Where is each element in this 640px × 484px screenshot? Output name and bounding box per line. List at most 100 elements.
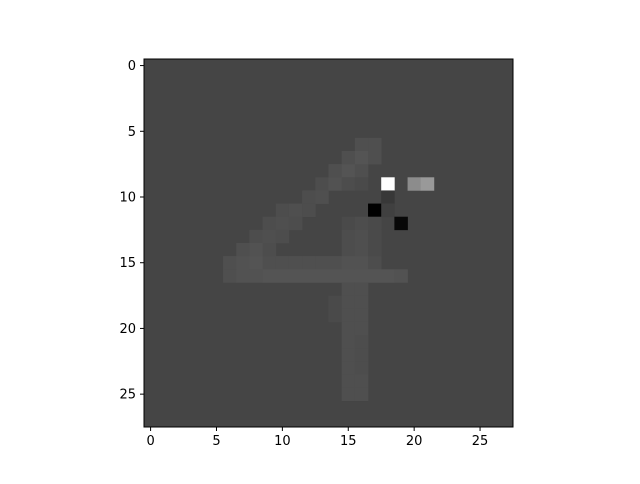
- heatmap-cell: [249, 243, 263, 257]
- heatmap-cell: [341, 387, 356, 402]
- x-tick-label: 15: [340, 434, 357, 449]
- heatmap-cell: [354, 229, 369, 244]
- heatmap-cell: [341, 151, 356, 165]
- heatmap-cell: [341, 177, 356, 191]
- heatmap-cell: [315, 256, 329, 270]
- heatmap-cell: [236, 243, 250, 257]
- heatmap-cell: [381, 190, 395, 204]
- heatmap-cell: [315, 177, 329, 191]
- heatmap-cell: [394, 269, 408, 283]
- heatmap-cells: [144, 59, 513, 427]
- heatmap-cell: [288, 269, 303, 283]
- heatmap-cell: [302, 269, 316, 283]
- heatmap-cell: [288, 256, 303, 270]
- heatmap-cell: [249, 256, 263, 270]
- axes-frame: [143, 58, 514, 428]
- heatmap-cell: [354, 151, 369, 165]
- heatmap-cell: [328, 256, 342, 270]
- y-tick-label: 10: [119, 191, 136, 206]
- heatmap-cell: [275, 203, 290, 218]
- heatmap-cell: [315, 190, 329, 204]
- heatmap-cell: [302, 256, 316, 270]
- heatmap-cell: [368, 269, 382, 283]
- heatmap-cell: [381, 177, 395, 191]
- heatmap-cell: [354, 137, 369, 152]
- heatmap-cell: [328, 269, 342, 283]
- heatmap-cell: [354, 243, 369, 257]
- heatmap-cell: [341, 308, 356, 323]
- heatmap-cell: [262, 229, 277, 244]
- x-tick-label: 5: [212, 434, 220, 449]
- y-tick-label: 15: [119, 256, 136, 271]
- x-tick-label: 10: [274, 434, 291, 449]
- heatmap-cell: [354, 335, 369, 349]
- x-tick-label: 0: [146, 434, 154, 449]
- heatmap-cell: [315, 269, 329, 283]
- heatmap-cell: [341, 269, 356, 283]
- heatmap-cell: [368, 229, 382, 244]
- heatmap-cell: [354, 361, 369, 375]
- heatmap-cell: [262, 243, 277, 257]
- heatmap-cell: [236, 269, 250, 283]
- heatmap-cell: [275, 216, 290, 231]
- heatmap-cell: [354, 374, 369, 388]
- heatmap-cell: [275, 229, 290, 244]
- heatmap-cell: [341, 164, 356, 178]
- heatmap-cell: [368, 137, 382, 152]
- heatmap-cell: [354, 256, 369, 270]
- x-tick-label: 20: [406, 434, 423, 449]
- heatmap-cell: [368, 256, 382, 270]
- y-axis: 0 5 10 15 20 25: [119, 59, 144, 403]
- heatmap-cell: [354, 177, 369, 191]
- heatmap-cell: [354, 295, 369, 310]
- heatmap-cell: [302, 190, 316, 204]
- heatmap-cell: [328, 308, 342, 323]
- heatmap-cell: [288, 216, 303, 231]
- heatmap-cell: [368, 243, 382, 257]
- y-tick-label: 20: [119, 322, 136, 337]
- y-tick-label: 5: [128, 125, 136, 140]
- heatmap-cell: [394, 216, 408, 231]
- heatmap-cell: [223, 256, 237, 270]
- heatmap-cell: [341, 282, 356, 296]
- heatmap-cell: [302, 203, 316, 218]
- heatmap-cell: [381, 203, 395, 218]
- heatmap-cell: [262, 269, 277, 283]
- heatmap-cell: [354, 308, 369, 323]
- heatmap-cell: [223, 269, 237, 283]
- y-tick-label: 0: [128, 59, 136, 74]
- heatmap-cell: [341, 216, 356, 231]
- heatmap-cell: [275, 269, 290, 283]
- heatmap-cell: [341, 361, 356, 375]
- heatmap-cell: [354, 321, 369, 336]
- heatmap-cell: [341, 295, 356, 310]
- heatmap-cell: [354, 269, 369, 283]
- y-tick-label: 25: [119, 388, 136, 403]
- x-tick-label: 25: [472, 434, 489, 449]
- heatmap-cell: [262, 216, 277, 231]
- heatmap-cell: [341, 243, 356, 257]
- heatmap-cell: [407, 177, 422, 191]
- heatmap-cell: [236, 256, 250, 270]
- heatmap-cell: [288, 203, 303, 218]
- heatmap-cell: [354, 387, 369, 402]
- heatmap-cell: [341, 321, 356, 336]
- heatmap-cell: [328, 164, 342, 178]
- heatmap-background: [144, 59, 513, 427]
- heatmap-cell: [328, 177, 342, 191]
- heatmap-cell: [328, 295, 342, 310]
- heatmap-cell: [368, 216, 382, 231]
- heatmap-cell: [354, 216, 369, 231]
- heatmap-cell: [341, 256, 356, 270]
- heatmap-cell: [341, 374, 356, 388]
- heatmap-cell: [249, 229, 263, 244]
- heatmap-cell: [354, 164, 369, 178]
- heatmap-cell: [368, 203, 382, 218]
- heatmap-cell: [368, 151, 382, 165]
- x-axis: 0 5 10 15 20 25: [146, 427, 488, 449]
- heatmap-cell: [420, 177, 435, 191]
- heatmap-cell: [381, 269, 395, 283]
- heatmap-cell: [341, 348, 356, 362]
